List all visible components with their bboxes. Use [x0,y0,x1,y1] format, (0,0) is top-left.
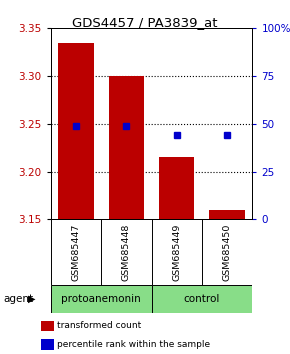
Text: GSM685448: GSM685448 [122,223,131,281]
Text: ▶: ▶ [28,294,35,304]
Bar [109,76,144,219]
Text: GSM685447: GSM685447 [71,223,80,281]
Text: agent: agent [3,294,33,304]
Bar [51,285,151,313]
Text: protoanemonin: protoanemonin [61,294,141,304]
Text: GSM685449: GSM685449 [172,223,181,281]
Bar [159,158,194,219]
Bar [151,285,252,313]
Bar [58,43,94,219]
Text: GDS4457 / PA3839_at: GDS4457 / PA3839_at [72,16,218,29]
Bar [209,210,245,219]
Text: control: control [184,294,220,304]
Bar [41,339,54,350]
Text: percentile rank within the sample: percentile rank within the sample [57,340,210,349]
Text: transformed count: transformed count [57,321,141,331]
Bar [41,320,54,331]
Text: GSM685450: GSM685450 [223,223,232,281]
